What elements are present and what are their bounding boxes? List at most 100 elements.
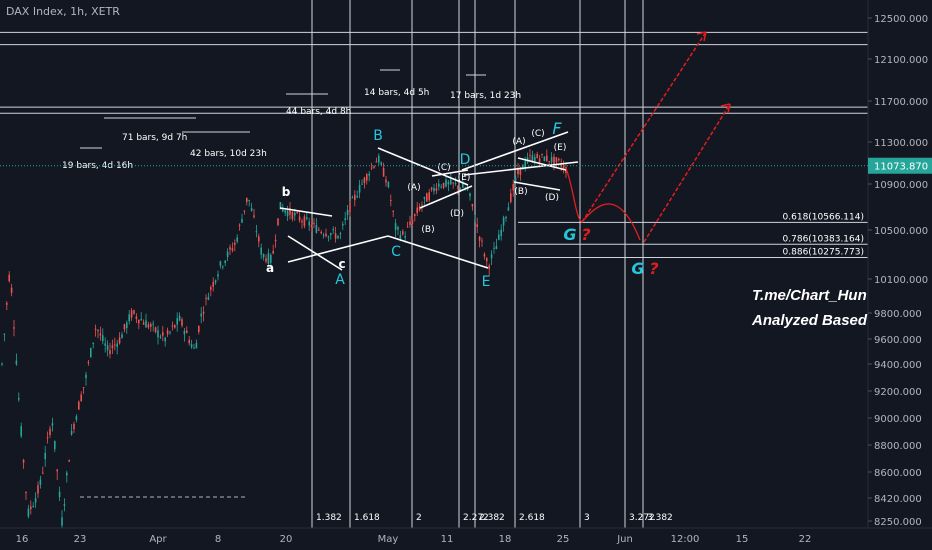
candle [250,202,253,212]
candle [174,324,176,329]
candle [51,417,54,432]
price-tick-label: 11300.000 [874,138,928,149]
candle [97,329,99,339]
candle-body [66,472,68,476]
candle-body [351,197,354,199]
candle [298,210,301,223]
candle [469,192,471,201]
candle-body [229,247,231,250]
candle-body [30,506,32,510]
candle-body [34,498,37,503]
current-price-label: 11073.870 [874,162,928,173]
candle [265,254,267,264]
candle [358,179,361,199]
time-label: May [378,534,399,545]
candle-body [195,342,198,349]
price-tick-label: 9800.000 [874,309,922,320]
wave-label-sub: (D) [545,193,559,203]
candle-body [42,472,44,474]
candle [368,171,370,182]
candle [366,172,368,185]
candle-body [44,453,46,460]
bar-count-label: 17 bars, 1d 23h [450,91,521,101]
candle [85,371,87,386]
candle-body [435,188,438,191]
candle [78,400,80,410]
candle [241,213,243,224]
candle-body [346,210,349,215]
candle [440,184,442,189]
candle-body [78,401,80,410]
candle [284,209,286,216]
candle-body [330,233,332,236]
candle-body [10,287,13,293]
candle-body [486,258,488,262]
candle-body [306,217,308,220]
candle-body [363,177,366,184]
candle-body [147,324,150,328]
projection-lines [565,31,731,243]
candle [27,504,30,519]
candle [121,331,123,339]
candle-body [342,223,344,226]
candle [73,421,75,434]
candle [178,312,181,322]
candle-body [303,216,306,227]
candle-body [87,362,90,364]
candle [154,326,157,334]
candle [214,279,217,285]
price-tick-label: 8600.000 [874,468,922,479]
candle-body [536,154,538,159]
projection-arrowhead [696,31,707,42]
candle-body [380,162,382,165]
candle [498,229,500,241]
time-label: 23 [74,534,87,545]
bar-count-label: 19 bars, 4d 16h [62,161,133,171]
candle [277,218,279,227]
target-label: G [631,259,644,278]
candle-body [373,166,375,168]
candle-body [20,426,22,437]
candle [212,277,214,292]
candle [229,244,231,255]
candle [471,203,474,211]
candle [25,491,27,500]
candle [217,270,219,281]
candle-body [198,325,200,332]
candle-body [418,206,421,211]
candle [58,486,61,501]
candle [198,325,200,335]
candle-body [495,246,498,250]
pattern-line [377,147,469,186]
watermark-line-2: Analyzed Based [752,312,868,329]
candle [39,475,42,489]
candle-body [207,296,210,300]
candle-body [140,319,142,321]
candle-body [169,331,171,333]
time-label: Jun [616,534,633,545]
candle [142,319,145,325]
pattern-line [431,169,469,177]
candle [409,215,411,228]
candle [303,214,306,229]
candle [387,181,390,189]
candle [262,253,265,261]
candle [32,502,34,508]
candle-body [356,196,358,198]
candle-body [502,217,505,226]
candle [349,201,351,217]
candles [1,149,567,528]
candle-body [519,167,522,175]
candle-body [241,218,243,223]
candle-body [387,182,390,188]
candle-body [150,323,152,327]
candle [330,232,332,240]
candle-body [234,242,236,245]
fib-time-label: 3 [584,513,590,523]
candle [42,466,44,475]
candle-body [366,174,368,181]
candle [3,333,6,342]
